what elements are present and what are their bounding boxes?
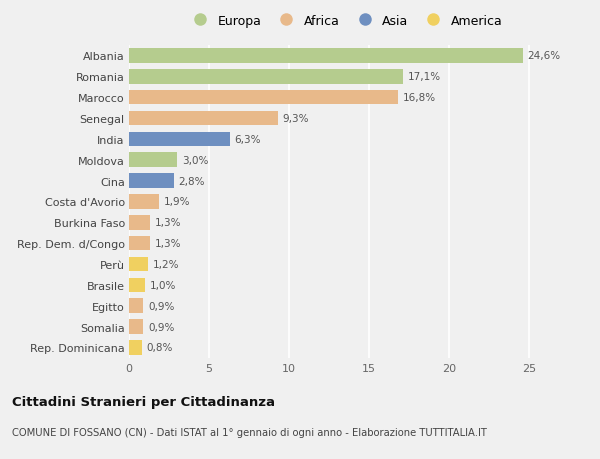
Bar [129,257,148,272]
Bar [129,236,150,251]
Bar [129,174,174,189]
Text: 1,0%: 1,0% [150,280,176,290]
Text: 17,1%: 17,1% [407,72,440,82]
Bar [129,132,230,147]
Text: 2,8%: 2,8% [179,176,205,186]
Text: 24,6%: 24,6% [527,51,560,62]
Text: 0,8%: 0,8% [146,342,173,353]
Bar [129,49,523,64]
Text: COMUNE DI FOSSANO (CN) - Dati ISTAT al 1° gennaio di ogni anno - Elaborazione TU: COMUNE DI FOSSANO (CN) - Dati ISTAT al 1… [12,427,487,437]
Bar [129,70,403,84]
Text: 1,3%: 1,3% [155,239,181,249]
Bar [129,195,160,209]
Bar [129,215,150,230]
Text: 3,0%: 3,0% [182,155,208,165]
Legend: Europa, Africa, Asia, America: Europa, Africa, Asia, America [187,15,503,28]
Text: 9,3%: 9,3% [283,114,309,124]
Text: 16,8%: 16,8% [403,93,436,103]
Bar [129,153,177,168]
Bar [129,90,398,105]
Bar [129,278,145,292]
Text: 0,9%: 0,9% [148,322,175,332]
Bar [129,299,143,313]
Bar [129,112,278,126]
Text: Cittadini Stranieri per Cittadinanza: Cittadini Stranieri per Cittadinanza [12,395,275,408]
Bar [129,340,142,355]
Text: 1,3%: 1,3% [155,218,181,228]
Text: 1,2%: 1,2% [153,259,179,269]
Text: 1,9%: 1,9% [164,197,191,207]
Bar [129,319,143,334]
Text: 6,3%: 6,3% [235,134,261,145]
Text: 0,9%: 0,9% [148,301,175,311]
